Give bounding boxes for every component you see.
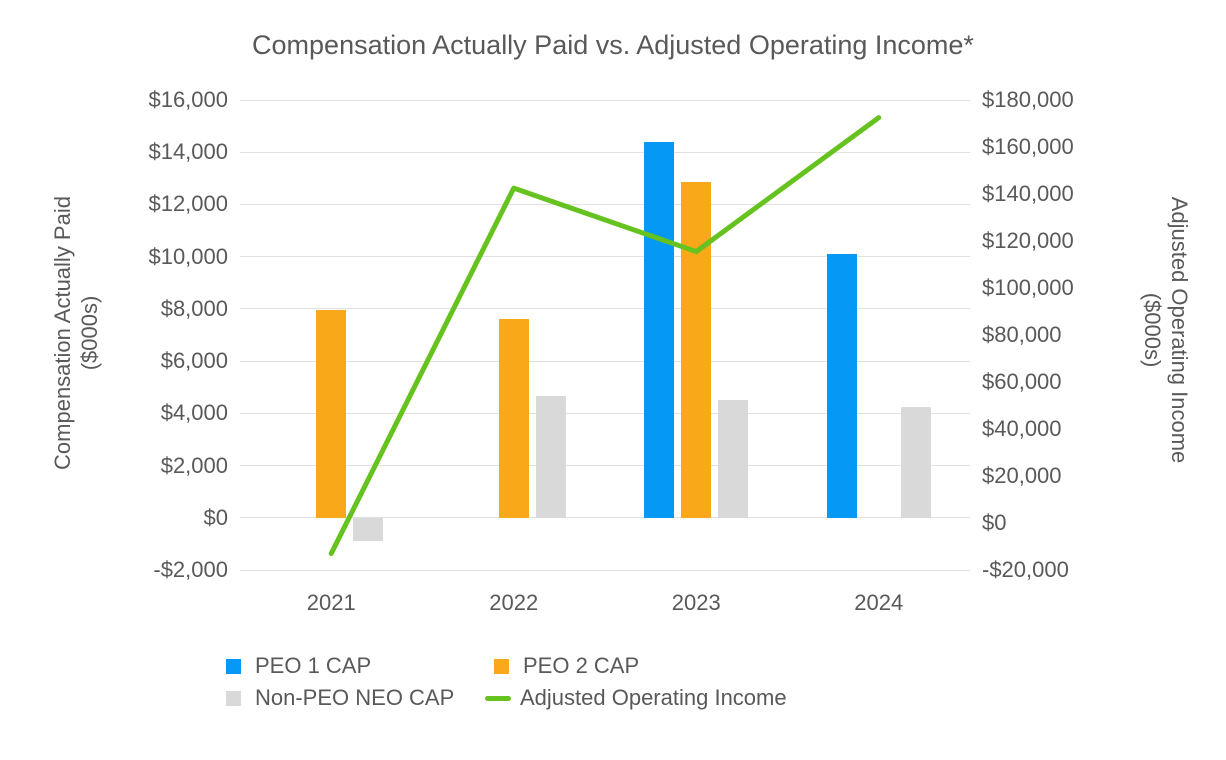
line-path [328,115,882,557]
gridline [240,465,970,467]
left-axis-title: Compensation Actually Paid ($000s) [49,196,103,470]
right-axis-tick-label: $160,000 [982,134,1074,159]
left-axis-tick-label: $6,000 [160,348,228,374]
legend-item-adjusted-operating-income: Adjusted Operating Income [485,684,787,712]
right-axis-tick-label: $140,000 [982,181,1074,206]
left-axis-title-line1: Compensation Actually Paid [50,196,75,470]
bar-peo-2-cap-2023 [681,182,712,518]
right-axis-title: Adjusted Operating Income ($000s) [1139,197,1193,464]
right-axis-tick-label: $40,000 [982,416,1062,441]
legend-square-swatch [220,690,246,706]
gridline [240,99,970,101]
x-axis-category-label: 2022 [489,590,539,615]
left-axis-tick-label: $12,000 [148,191,228,217]
gridline [240,360,970,362]
left-axis-tick-label: $4,000 [160,400,228,426]
legend-item-non-peo-neo-cap: Non-PEO NEO CAP [220,684,454,712]
swatch-shape [493,658,509,674]
left-axis-tick-label: $0 [203,504,228,530]
swatch-shape [225,690,241,706]
bar-non-peo-neo-cap-2024 [900,406,931,518]
legend-item-peo-2-cap: PEO 2 CAP [488,652,639,680]
bar-non-peo-neo-cap-2022 [535,396,566,518]
gridline [240,517,970,519]
right-axis-tick-label: $20,000 [982,463,1062,488]
left-axis-tick-label: $14,000 [148,139,228,165]
x-axis-category-label: 2023 [671,590,721,615]
swatch-shape [485,695,511,701]
left-axis-tick-label: $2,000 [160,452,228,478]
right-axis-tick-label: $120,000 [982,228,1074,253]
adjusted-operating-income-line [328,115,882,557]
chart-title: Compensation Actually Paid vs. Adjusted … [252,30,974,60]
right-axis-tick-label: $180,000 [982,87,1074,112]
legend-label: PEO 2 CAP [523,653,640,678]
left-axis-tick-label: -$2,000 [153,557,228,582]
right-axis-tick-label: $0 [982,510,1007,535]
left-axis-tick-label: $8,000 [160,295,228,321]
right-axis-tick-label: $60,000 [982,369,1062,394]
gridline [240,308,970,310]
left-axis-title-line2: ($000s) [77,295,102,371]
right-axis-tick-label: $80,000 [982,322,1062,347]
right-axis-tick-label: $100,000 [982,275,1074,300]
legend-label: Non-PEO NEO CAP [255,685,455,710]
bar-peo-1-cap-2023 [644,141,675,518]
legend-label: PEO 1 CAP [255,653,372,678]
right-axis-title-line1: Adjusted Operating Income [1167,196,1192,464]
gridline [240,412,970,414]
gridline [240,256,970,258]
legend-line-swatch [485,695,511,701]
right-axis-title-line2: ($000s) [1140,292,1165,368]
right-axis-tick-label: -$20,000 [982,557,1069,582]
legend-label: Adjusted Operating Income [520,685,787,710]
bar-peo-1-cap-2024 [826,254,857,518]
left-axis-tick-label: $16,000 [148,87,228,112]
legend-item-peo-1-cap: PEO 1 CAP [220,652,371,680]
left-axis-tick-label: $10,000 [148,243,228,269]
x-axis-category-label: 2021 [306,590,356,615]
bar-non-peo-neo-cap-2021 [353,517,384,542]
bar-peo-2-cap-2022 [498,319,529,518]
gridline [240,203,970,205]
gridline [240,151,970,153]
legend-square-swatch [220,658,246,674]
gridline [240,569,970,571]
x-axis-category-label: 2024 [854,590,904,615]
bar-peo-2-cap-2021 [316,310,347,518]
legend-square-swatch [488,658,514,674]
bar-non-peo-neo-cap-2023 [718,400,749,518]
swatch-shape [225,658,241,674]
